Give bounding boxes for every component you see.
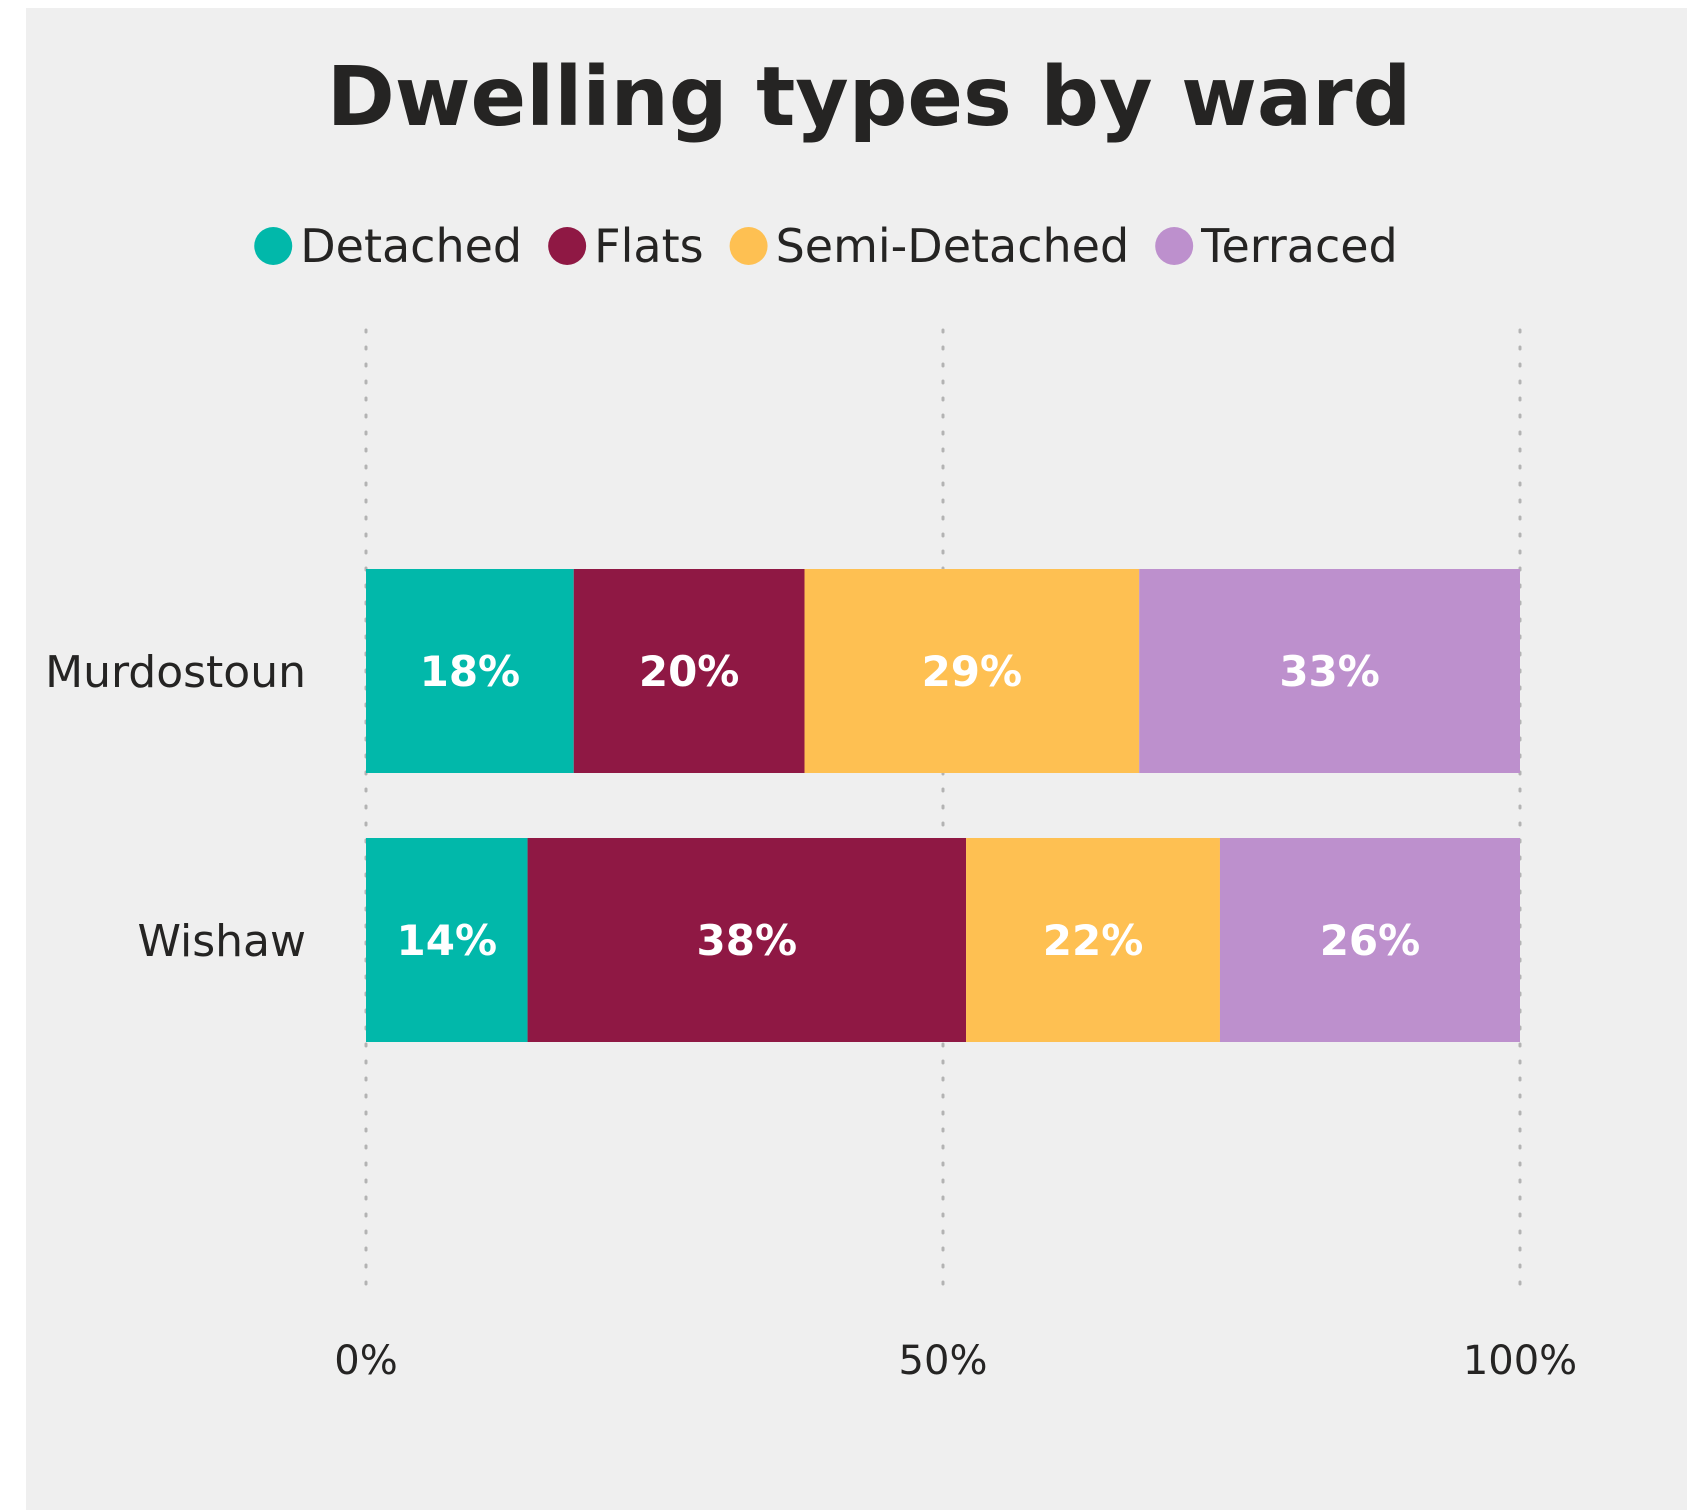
legend: Detached Flats Semi-Detached Terraced xyxy=(254,219,1398,273)
bar-segment-wishaw-terraced xyxy=(1219,838,1520,1042)
data-label: 20% xyxy=(639,647,740,696)
legend-marker-flats xyxy=(548,227,587,265)
legend-marker-semi-detached xyxy=(729,227,768,265)
legend-item-terraced: Terraced xyxy=(1155,219,1398,273)
legend-item-detached: Detached xyxy=(254,219,522,273)
bar-segment-wishaw-flats xyxy=(527,838,967,1042)
stacked-bar-chart: Dwelling types by ward Detached Flats Semi… xyxy=(45,50,1577,1384)
data-label: 38% xyxy=(697,916,798,965)
legend-label-detached: Detached xyxy=(300,219,522,273)
data-label: 14% xyxy=(397,916,498,965)
legend-marker-terraced xyxy=(1155,227,1194,265)
x-tick-label: 100% xyxy=(1463,1338,1577,1384)
bar-segment-murdostoun-detached xyxy=(366,569,574,773)
bar-segment-wishaw-detached xyxy=(366,838,528,1042)
x-tick-label: 50% xyxy=(899,1338,988,1384)
data-label: 22% xyxy=(1043,916,1144,965)
chart-panel: Dwelling types by ward Detached Flats Semi… xyxy=(26,8,1687,1510)
x-tick-label: 0% xyxy=(334,1338,397,1384)
data-label: 33% xyxy=(1279,647,1380,696)
legend-item-semi-detached: Semi-Detached xyxy=(729,219,1130,273)
bars: 18% 20% 29% 33% 14% 38% 22% 26% xyxy=(366,569,1520,1042)
category-axis: Murdostoun Wishaw xyxy=(45,647,306,967)
chart-title: Dwelling types by ward xyxy=(327,50,1412,145)
legend-label-terraced: Terraced xyxy=(1200,219,1398,273)
category-label-murdostoun: Murdostoun xyxy=(45,647,306,698)
data-label: 18% xyxy=(420,647,521,696)
bar-segment-murdostoun-flats xyxy=(573,569,805,773)
legend-label-semi-detached: Semi-Detached xyxy=(776,219,1130,273)
legend-label-flats: Flats xyxy=(594,219,703,273)
bar-segment-murdostoun-semi-detached xyxy=(804,569,1140,773)
data-label: 29% xyxy=(922,647,1023,696)
data-label: 26% xyxy=(1320,916,1421,965)
legend-item-flats: Flats xyxy=(548,219,704,273)
bar-segment-wishaw-semi-detached xyxy=(966,838,1220,1042)
legend-marker-detached xyxy=(254,227,293,265)
value-axis: 0% 50% 100% xyxy=(334,1338,1577,1384)
gridlines xyxy=(364,328,1522,1298)
category-label-wishaw: Wishaw xyxy=(137,916,306,967)
bar-segment-murdostoun-terraced xyxy=(1139,569,1520,773)
